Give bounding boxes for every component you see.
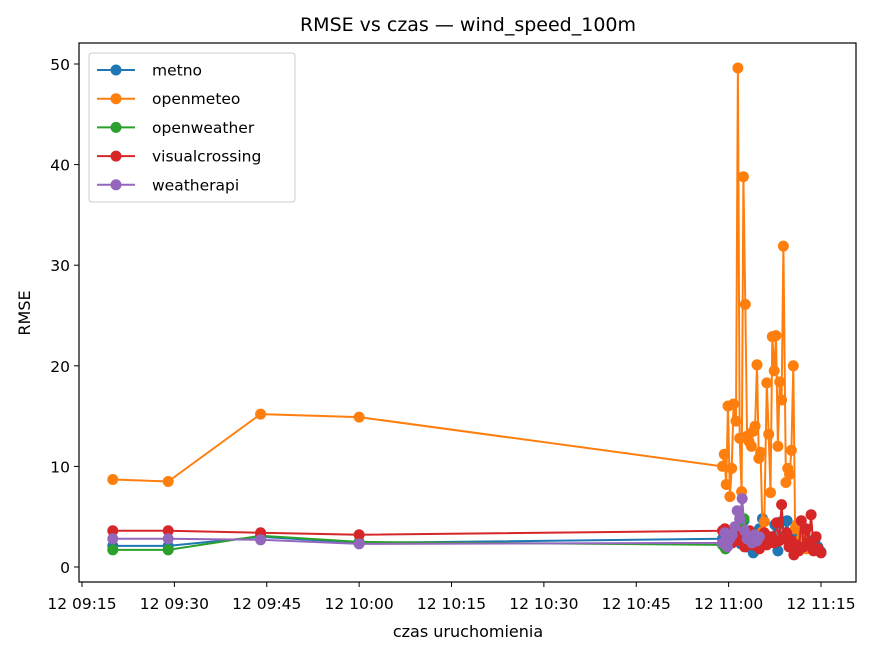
legend: metno openmeteo openweather visualcrossing w…	[88, 52, 296, 203]
data-point	[781, 527, 792, 539]
y-tick-label: 50	[50, 56, 70, 74]
x-tick-label: 12 09:15	[47, 595, 116, 613]
data-point	[800, 523, 812, 535]
data-point	[732, 62, 744, 74]
data-point	[730, 415, 742, 427]
legend-marker	[110, 64, 122, 76]
data-point	[774, 376, 786, 388]
x-axis-label: czas uruchomienia	[393, 622, 543, 641]
data-point	[795, 515, 807, 527]
data-point	[717, 460, 728, 472]
data-point	[805, 509, 817, 521]
legend-marker	[110, 93, 122, 105]
data-point	[745, 440, 757, 452]
data-point	[353, 538, 365, 550]
data-point	[755, 446, 767, 458]
x-axis: 12 09:15 12 09:30 12 09:45 12 10:00 12 10:15…	[47, 582, 856, 613]
data-point	[255, 534, 267, 546]
y-axis-label: RMSE	[15, 290, 34, 335]
data-point	[785, 444, 797, 456]
y-tick-label: 40	[50, 157, 70, 175]
data-point	[803, 537, 815, 549]
data-point	[728, 398, 740, 410]
data-point	[758, 516, 770, 528]
data-point	[726, 462, 738, 474]
chart-title: RMSE vs czas — wind_speed_100m	[300, 14, 636, 36]
data-point	[729, 521, 741, 533]
plot-frame	[78, 42, 857, 583]
y-tick-label: 30	[50, 257, 70, 275]
plot-area	[107, 62, 827, 561]
legend-marker	[110, 121, 122, 133]
data-point	[720, 479, 732, 490]
data-point	[768, 365, 780, 377]
legend-marker	[110, 179, 122, 191]
data-point	[162, 533, 174, 545]
data-point	[763, 428, 775, 440]
data-point	[107, 533, 119, 545]
y-axis: 0 10 20 30 40 50	[50, 56, 79, 577]
data-point	[353, 411, 365, 423]
data-point	[724, 491, 736, 503]
data-point	[787, 360, 799, 372]
data-point	[162, 525, 174, 537]
data-point	[810, 531, 822, 543]
x-tick-label: 12 09:30	[140, 595, 209, 613]
data-point	[815, 547, 827, 559]
data-point	[107, 474, 119, 485]
data-point	[771, 517, 783, 529]
legend-marker	[110, 150, 122, 162]
legend-entry-visualcrossing: visualcrossing	[97, 148, 261, 166]
data-point	[749, 420, 761, 432]
legend-entry-metno: metno	[97, 62, 202, 80]
data-point	[737, 171, 749, 183]
legend-entry-openweather: openweather	[97, 119, 255, 137]
legend-label: metno	[152, 62, 202, 80]
data-point	[753, 531, 765, 543]
x-tick-label: 12 11:00	[694, 595, 763, 613]
data-point	[736, 493, 748, 505]
x-tick-label: 12 10:45	[602, 595, 671, 613]
y-tick-label: 20	[50, 358, 70, 376]
data-point	[739, 298, 751, 310]
series-weatherapi	[107, 493, 765, 553]
legend-box	[88, 52, 296, 203]
data-point	[734, 513, 746, 525]
data-point	[784, 468, 796, 480]
data-point	[776, 499, 788, 511]
data-point	[770, 330, 782, 342]
legend-label: weatherapi	[152, 176, 239, 194]
y-tick-label: 0	[60, 559, 70, 577]
legend-label: openmeteo	[152, 90, 240, 108]
data-point	[781, 515, 793, 527]
y-tick-label: 10	[50, 458, 70, 476]
data-point	[772, 440, 784, 452]
data-point	[255, 408, 267, 420]
x-tick-label: 12 11:15	[786, 595, 855, 613]
data-point	[107, 544, 119, 556]
x-tick-label: 12 10:00	[324, 595, 393, 613]
data-point	[751, 359, 763, 371]
data-point	[761, 377, 773, 389]
x-tick-label: 12 10:15	[417, 595, 486, 613]
legend-label: visualcrossing	[152, 148, 261, 166]
data-point	[777, 240, 789, 252]
legend-label: openweather	[152, 119, 255, 137]
legend-entry-weatherapi: weatherapi	[97, 176, 239, 194]
data-point	[718, 448, 730, 460]
data-point	[162, 476, 174, 487]
legend-entry-openmeteo: openmeteo	[97, 90, 240, 108]
data-point	[776, 394, 788, 406]
x-tick-label: 12 09:45	[232, 595, 301, 613]
x-tick-label: 12 10:30	[509, 595, 578, 613]
data-point	[162, 544, 174, 556]
data-point	[353, 529, 365, 541]
data-point	[765, 487, 776, 499]
data-point	[107, 525, 119, 537]
